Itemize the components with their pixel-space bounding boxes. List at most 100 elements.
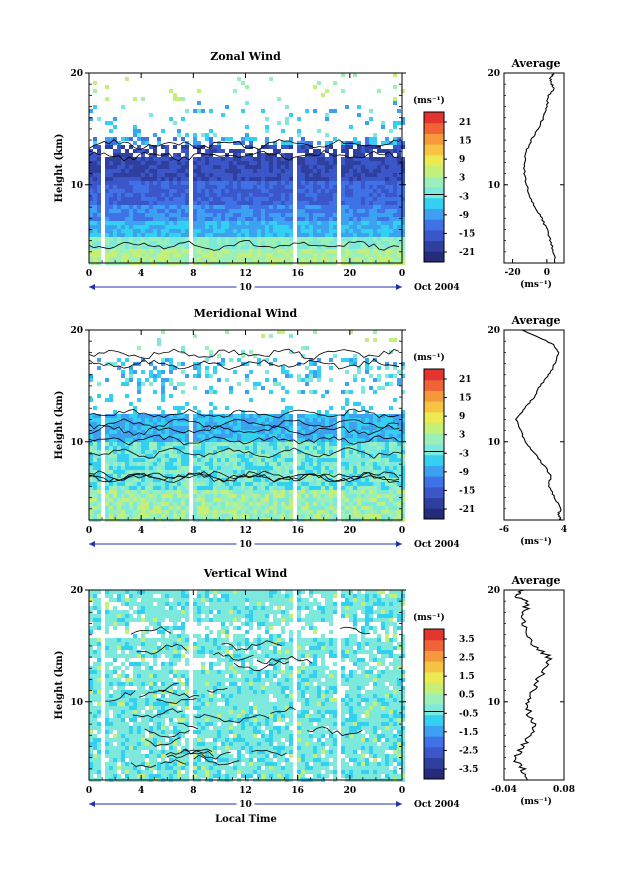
heatmap-cell xyxy=(297,422,301,426)
heatmap-cell xyxy=(317,237,321,241)
y-tick-label: 20 xyxy=(70,69,83,79)
heatmap-cell xyxy=(121,137,125,141)
heatmap-cell xyxy=(345,149,349,153)
heatmap-cell xyxy=(209,466,213,470)
heatmap-cell xyxy=(341,414,345,418)
heatmap-cell xyxy=(345,434,349,438)
heatmap-cell xyxy=(89,213,93,217)
heatmap-cell xyxy=(369,366,373,370)
heatmap-cell xyxy=(249,414,253,418)
heatmap-cell xyxy=(157,442,161,446)
heatmap-cell xyxy=(133,438,137,442)
heatmap-cell xyxy=(105,438,109,442)
heatmap-cell xyxy=(253,454,257,458)
heatmap-cell xyxy=(161,434,165,438)
heatmap-cell xyxy=(321,225,325,229)
heatmap-cell xyxy=(89,450,93,454)
heatmap-cell xyxy=(309,458,313,462)
heatmap-cell xyxy=(241,197,245,201)
heatmap-cell xyxy=(385,177,389,181)
heatmap-cell xyxy=(193,470,197,474)
heatmap-cell xyxy=(133,450,137,454)
heatmap-cell xyxy=(245,225,249,229)
heatmap-cell xyxy=(209,434,213,438)
heatmap-cell xyxy=(145,237,149,241)
heatmap-cell xyxy=(257,209,261,213)
heatmap-cell xyxy=(201,257,205,261)
heatmap-cell xyxy=(117,153,121,157)
heatmap-cell xyxy=(305,221,309,225)
heatmap-cell xyxy=(265,454,269,458)
heatmap-cell xyxy=(93,105,97,109)
heatmap-cell xyxy=(169,478,173,482)
heatmap-cell xyxy=(369,117,373,121)
heatmap-cell xyxy=(401,478,405,482)
heatmap-cell xyxy=(321,490,325,494)
heatmap-cell xyxy=(169,370,173,374)
heatmap-cell xyxy=(193,450,197,454)
heatmap-cell xyxy=(281,462,285,466)
heatmap-cell xyxy=(181,217,185,221)
heatmap-cell xyxy=(209,410,213,414)
heatmap-cell xyxy=(237,209,241,213)
heatmap-cell xyxy=(153,181,157,185)
heatmap-cell xyxy=(117,257,121,261)
heatmap-cell xyxy=(289,334,293,338)
heatmap-cell xyxy=(401,237,405,241)
heatmap-cell xyxy=(313,442,317,446)
heatmap-cell xyxy=(201,169,205,173)
heatmap-cell xyxy=(317,173,321,177)
heatmap-cell xyxy=(177,153,181,157)
heatmap-cell xyxy=(265,145,269,149)
heatmap-cell xyxy=(333,225,337,229)
heatmap-cell xyxy=(401,205,405,209)
heatmap-cell xyxy=(401,362,405,366)
heatmap-cell xyxy=(285,514,289,518)
heatmap-cell xyxy=(173,470,177,474)
heatmap-cell xyxy=(205,478,209,482)
heatmap-cell xyxy=(177,129,181,133)
heatmap-cell xyxy=(217,201,221,205)
heatmap-cell xyxy=(353,414,357,418)
heatmap-cell xyxy=(181,193,185,197)
heatmap-cell xyxy=(377,161,381,165)
heatmap-cell xyxy=(157,490,161,494)
heatmap-cell xyxy=(217,454,221,458)
heatmap-cell xyxy=(325,233,329,237)
heatmap-cell xyxy=(237,434,241,438)
heatmap-cell xyxy=(157,213,161,217)
heatmap-cell xyxy=(397,169,401,173)
heatmap-cell xyxy=(105,213,109,217)
heatmap-cell xyxy=(193,506,197,510)
heatmap-cell xyxy=(277,442,281,446)
heatmap-cell xyxy=(117,482,121,486)
x-tick-label: 20 xyxy=(344,269,357,279)
heatmap-cell xyxy=(113,498,117,502)
heatmap-cell xyxy=(133,454,137,458)
heatmap-cell xyxy=(329,430,333,434)
heatmap-cell xyxy=(185,506,189,510)
heatmap-cell xyxy=(281,197,285,201)
heatmap-cell xyxy=(385,249,389,253)
heatmap-cell xyxy=(301,169,305,173)
heatmap-cell xyxy=(401,454,405,458)
heatmap-cell xyxy=(149,466,153,470)
heatmap-cell xyxy=(301,514,305,518)
heatmap-cell xyxy=(241,169,245,173)
colorbar-swatch xyxy=(424,122,444,134)
heatmap-cell xyxy=(353,173,357,177)
heatmap-cell xyxy=(229,237,233,241)
heatmap-cell xyxy=(253,233,257,237)
heatmap-cell xyxy=(153,209,157,213)
heatmap-cell xyxy=(281,177,285,181)
heatmap-cell xyxy=(241,422,245,426)
heatmap-cell xyxy=(389,197,393,201)
heatmap-cell xyxy=(245,85,249,89)
heatmap-cell xyxy=(97,221,101,225)
heatmap-cell xyxy=(269,189,273,193)
heatmap-cell xyxy=(329,161,333,165)
heatmap-cell xyxy=(117,466,121,470)
heatmap-cell xyxy=(277,502,281,506)
heatmap-cell xyxy=(121,370,125,374)
heatmap-cell xyxy=(353,498,357,502)
